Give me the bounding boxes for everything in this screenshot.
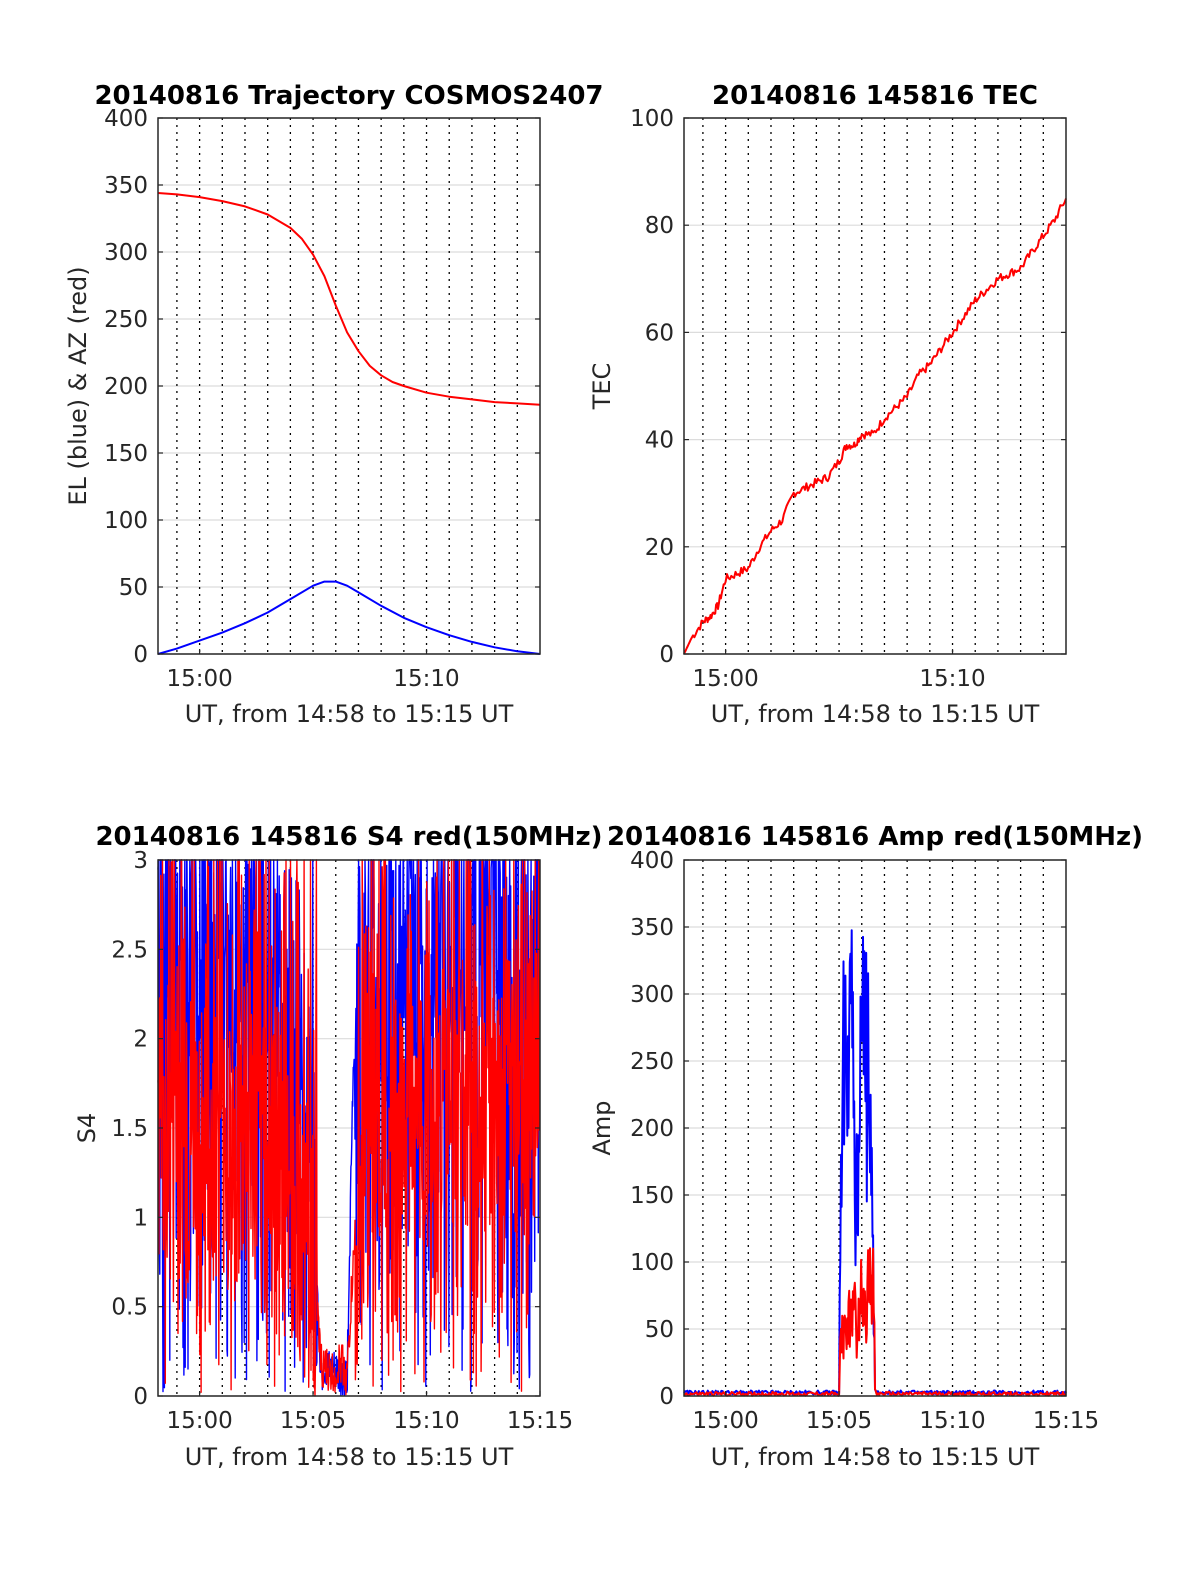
y-axis-label: S4: [73, 1113, 101, 1144]
x-tick-label: 15:05: [806, 1408, 872, 1434]
x-tick-label: 15:15: [507, 1408, 573, 1434]
y-tick-label: 350: [104, 173, 148, 199]
y-tick-label: 1: [133, 1205, 148, 1231]
y-tick-label: 300: [630, 982, 674, 1008]
series-line-red: [157, 859, 541, 1397]
panel-title: 20140816 Trajectory COSMOS2407: [94, 81, 603, 111]
y-tick-label: 20: [645, 535, 674, 561]
y-tick-label: 350: [630, 915, 674, 941]
panel-tec: 20140816 145816 TEC UT, from 14:58 to 15…: [588, 81, 1067, 728]
x-axis-label: UT, from 14:58 to 15:15 UT: [185, 700, 514, 728]
y-axis-label: EL (blue) & AZ (red): [64, 266, 92, 505]
panel-s4: 20140816 145816 S4 red(150MHz) UT, from …: [73, 822, 603, 1471]
x-tick-label: 15:05: [280, 1408, 346, 1434]
x-tick-label: 15:00: [166, 666, 232, 692]
y-tick-label: 2: [133, 1027, 148, 1053]
x-axis-label: UT, from 14:58 to 15:15 UT: [711, 700, 1040, 728]
y-tick-label: 200: [104, 374, 148, 400]
y-tick-label: 100: [104, 508, 148, 534]
x-axis-label: UT, from 14:58 to 15:15 UT: [185, 1443, 514, 1471]
axes-frame: [683, 117, 1067, 655]
y-tick-label: 0: [133, 1384, 148, 1410]
y-tick-label: 3: [133, 848, 148, 874]
y-tick-label: 100: [630, 106, 674, 132]
x-tick-label: 15:00: [166, 1408, 232, 1434]
x-tick-label: 15:15: [1033, 1408, 1099, 1434]
series-line-blue: [683, 929, 1067, 1396]
y-tick-label: 250: [630, 1049, 674, 1075]
y-tick-label: 50: [645, 1317, 674, 1343]
y-tick-label: 150: [630, 1183, 674, 1209]
y-tick-label: 1.5: [111, 1116, 148, 1142]
y-tick-label: 80: [645, 213, 674, 239]
y-axis-label: Amp: [588, 1100, 616, 1155]
x-tick-label: 15:00: [692, 666, 758, 692]
y-tick-label: 300: [104, 240, 148, 266]
y-tick-label: 40: [645, 428, 674, 454]
plot-layer: 0 20 40 60 80 100 15:00 15:10: [630, 106, 1067, 692]
y-tick-label: 150: [104, 441, 148, 467]
y-tick-label: 0.5: [111, 1295, 148, 1321]
y-tick-label: 0: [659, 1384, 674, 1410]
y-tick-label: 0: [133, 642, 148, 668]
series-line-az-red-: [157, 192, 541, 406]
y-tick-label: 200: [630, 1116, 674, 1142]
panel-amp: 20140816 145816 Amp red(150MHz) UT, from…: [588, 822, 1143, 1471]
y-tick-label: 400: [630, 848, 674, 874]
x-tick-label: 15:10: [919, 1408, 985, 1434]
y-tick-label: 0: [659, 642, 674, 668]
y-tick-label: 50: [119, 575, 148, 601]
plot-layer: 0 0.5 1 1.5 2 2.5 3 15:00 15:05 15:10 15:15: [111, 848, 573, 1434]
panel-trajectory: 20140816 Trajectory COSMOS2407 UT, from …: [64, 81, 604, 728]
y-tick-label: 100: [630, 1250, 674, 1276]
y-tick-label: 60: [645, 320, 674, 346]
x-tick-label: 15:10: [393, 1408, 459, 1434]
x-tick-label: 15:10: [393, 666, 459, 692]
plot-layer: 0 50 100 150 200 250 300 350 400 15:00 15:10: [104, 106, 541, 692]
x-axis-label: UT, from 14:58 to 15:15 UT: [711, 1443, 1040, 1471]
panel-title: 20140816 145816 TEC: [712, 81, 1038, 111]
y-tick-label: 2.5: [111, 937, 148, 963]
panel-title: 20140816 145816 S4 red(150MHz): [95, 822, 602, 852]
panel-title: 20140816 145816 Amp red(150MHz): [607, 822, 1143, 852]
plot-layer: 0 50 100 150 200 250 300 350 400 15:00 15:05 15:10 1…: [630, 848, 1099, 1434]
series-line-el-blue-: [157, 580, 541, 655]
series-line-tec: [683, 198, 1067, 655]
y-tick-label: 250: [104, 307, 148, 333]
x-tick-label: 15:10: [919, 666, 985, 692]
series-line-red: [683, 1247, 1067, 1397]
y-tick-label: 400: [104, 106, 148, 132]
x-tick-label: 15:00: [692, 1408, 758, 1434]
y-axis-label: TEC: [588, 363, 616, 411]
